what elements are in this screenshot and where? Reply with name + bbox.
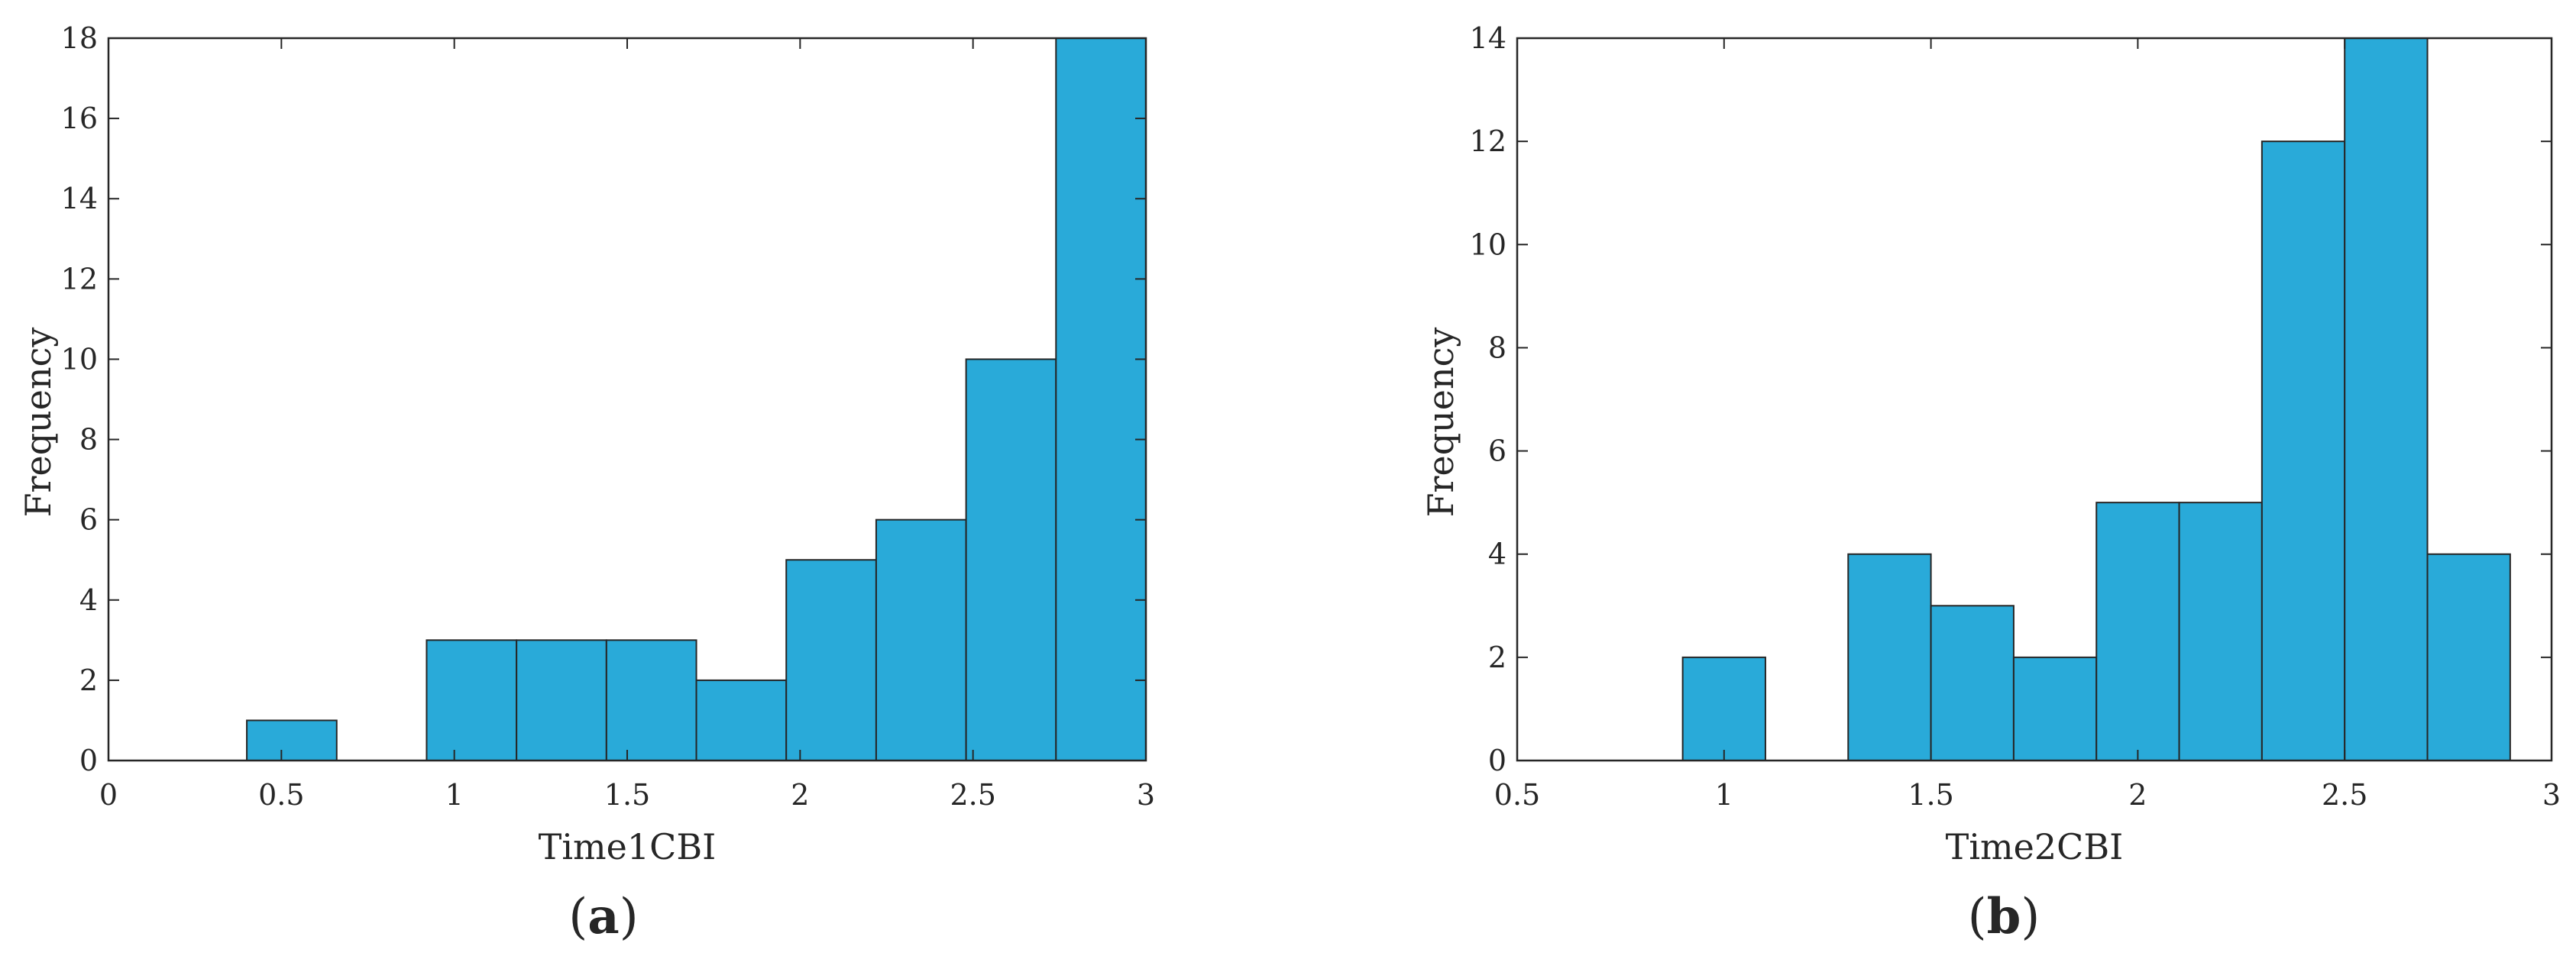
histogram-bar bbox=[2260, 140, 2346, 761]
histogram-bar bbox=[785, 559, 877, 761]
y-tick-label: 6 bbox=[1488, 434, 1506, 468]
y-tick-label: 4 bbox=[79, 583, 98, 617]
y-tick-label: 2 bbox=[1488, 641, 1506, 674]
ticks-b: 0.5 1 1.5 2 2.5 3 0 2 4 6 8 10 12 14 bbox=[1470, 21, 2561, 812]
x-tick-label: 1 bbox=[445, 778, 464, 812]
y-tick-label: 14 bbox=[1470, 21, 1506, 55]
x-tick-label: 0 bbox=[99, 778, 118, 812]
y-axis-label-b: Frequency bbox=[1420, 328, 1461, 518]
x-tick-label: 0.5 bbox=[1494, 778, 1540, 812]
y-tick-label: 16 bbox=[61, 102, 98, 135]
y-tick-label: 2 bbox=[79, 664, 98, 697]
y-axis-label-a: Frequency bbox=[18, 328, 59, 518]
y-tick-label: 10 bbox=[1470, 228, 1506, 261]
y-tick-label: 14 bbox=[61, 182, 98, 215]
x-tick-label: 2.5 bbox=[2322, 778, 2367, 812]
panel-letter-b: b bbox=[1987, 888, 2021, 945]
histogram-bar bbox=[2344, 37, 2429, 761]
x-axis-label-b: Time2CBI bbox=[1946, 826, 2124, 867]
ticks-a: 0 0.5 1 1.5 2 2.5 3 0 2 4 6 8 10 12 14 16 18 bbox=[61, 21, 1155, 812]
histogram-bar bbox=[2012, 656, 2098, 761]
y-tick-label: 8 bbox=[79, 423, 98, 457]
x-tick-label: 2 bbox=[791, 778, 809, 812]
histogram-bar bbox=[2178, 502, 2263, 762]
x-tick-label: 3 bbox=[1137, 778, 1155, 812]
x-tick-label: 1 bbox=[1715, 778, 1733, 812]
y-tick-label: 8 bbox=[1488, 331, 1506, 364]
histogram-bar bbox=[2426, 553, 2511, 761]
y-tick-label: 0 bbox=[1488, 744, 1506, 777]
histogram-bar bbox=[1847, 553, 1932, 761]
panel-letter-a: a bbox=[587, 888, 619, 945]
y-tick-label: 4 bbox=[1488, 538, 1506, 571]
histogram-bar bbox=[1055, 37, 1147, 761]
panel-label-a: (a) bbox=[568, 888, 638, 945]
y-tick-label: 0 bbox=[79, 744, 98, 777]
x-tick-label: 2 bbox=[2128, 778, 2147, 812]
y-tick-label: 10 bbox=[61, 342, 98, 376]
axes-frame-b bbox=[1516, 37, 2553, 762]
histogram-bar bbox=[875, 518, 967, 762]
bars-b bbox=[1681, 37, 2511, 762]
x-tick-label: 1.5 bbox=[1908, 778, 1953, 812]
x-tick-label: 2.5 bbox=[950, 778, 995, 812]
histogram-bar bbox=[1930, 605, 2015, 761]
histogram-bar bbox=[246, 719, 338, 762]
bars-a bbox=[246, 37, 1147, 762]
x-axis-label-a: Time1CBI bbox=[539, 826, 717, 867]
x-tick-label: 0.5 bbox=[258, 778, 304, 812]
histogram-bar bbox=[516, 639, 607, 761]
y-tick-label: 18 bbox=[61, 21, 98, 55]
histogram-bar bbox=[1681, 656, 1766, 761]
histogram-panel-b: 0.5 1 1.5 2 2.5 3 0 2 4 6 8 10 12 14 Time2CBI Frequen… bbox=[1420, 21, 2561, 945]
x-tick-label: 3 bbox=[2542, 778, 2561, 812]
histogram-bar bbox=[426, 639, 518, 761]
histogram-bar bbox=[695, 679, 788, 762]
histogram-bar bbox=[965, 358, 1057, 761]
panel-label-b: (b) bbox=[1968, 888, 2040, 945]
y-tick-label: 6 bbox=[79, 503, 98, 537]
x-tick-label: 1.5 bbox=[604, 778, 650, 812]
histogram-panel-a: 0 0.5 1 1.5 2 2.5 3 0 2 4 6 8 10 12 14 16 18 Time1CBI Fr… bbox=[18, 21, 1155, 945]
y-tick-label: 12 bbox=[61, 262, 98, 296]
y-tick-label: 12 bbox=[1470, 124, 1506, 158]
histogram-bar bbox=[2095, 502, 2180, 762]
histogram-bar bbox=[605, 639, 697, 761]
